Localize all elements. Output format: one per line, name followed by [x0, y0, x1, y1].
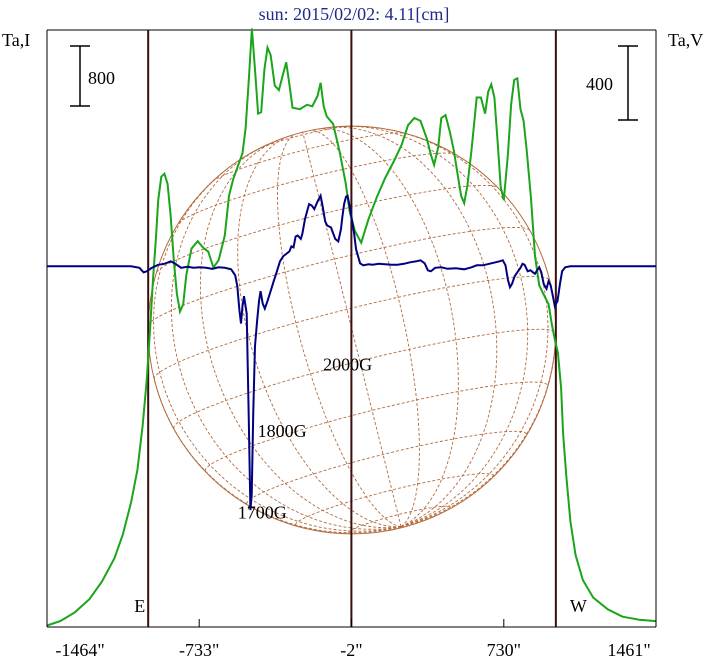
x-tick-label: -733": [179, 640, 219, 660]
limb-west-label: W: [570, 596, 587, 616]
x-tick-label: -1464": [55, 640, 104, 660]
latitude-line: [153, 276, 551, 380]
longitude-line: [384, 128, 549, 528]
annotation-1800g: 1800G: [258, 421, 307, 441]
scale-bar-left-label: 800: [88, 68, 115, 88]
chart-title: sun: 2015/02/02: 4.11[cm]: [259, 4, 450, 24]
x-axis-ticks: -1464" -733" -2" 730" 1461": [46, 619, 657, 660]
longitude-line: [324, 126, 498, 528]
longitude-line: [277, 134, 402, 528]
longitude-line: [153, 379, 402, 534]
longitude-line: [153, 167, 402, 532]
solar-disk-grid: [147, 125, 557, 535]
x-tick-label: 730": [487, 640, 521, 660]
scale-bar-left: 800: [70, 45, 115, 107]
latitude-line: [147, 227, 531, 326]
latitude-line: [173, 328, 557, 429]
annotation-1700g: 1700G: [238, 502, 287, 522]
y-right-label: Ta,V: [668, 30, 703, 50]
scale-bar-right-label: 400: [586, 74, 613, 94]
y-left-label: Ta,I: [2, 30, 30, 50]
annotation-2000g: 2000G: [323, 354, 372, 374]
series-i-line: [46, 28, 657, 627]
x-tick-label: 1461": [607, 640, 650, 660]
limb-east-label: E: [134, 596, 145, 616]
latitude-line: [295, 473, 494, 525]
longitude-line: [310, 130, 420, 528]
latitude-line: [178, 152, 456, 224]
latitude-line: [212, 132, 406, 182]
longitude-line: [339, 125, 529, 528]
longitude-line: [237, 136, 402, 528]
longitude-line: [170, 143, 402, 530]
x-tick-label: -2": [340, 640, 362, 660]
scale-bar-right: 400: [586, 45, 638, 121]
series-v-line: [47, 192, 656, 511]
longitude-line: [199, 138, 402, 529]
longitude-line: [302, 132, 402, 527]
longitude-line: [318, 128, 459, 528]
